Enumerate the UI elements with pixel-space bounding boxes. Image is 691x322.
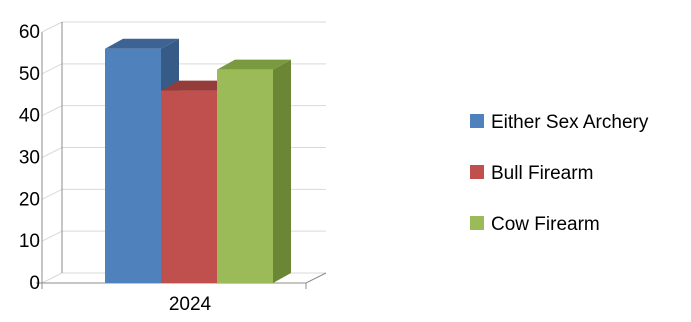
y-tick-label: 50 [19,64,40,85]
x-tick-label: 2024 [169,294,212,315]
bars [105,38,291,284]
bar-side [273,59,291,284]
legend-item: Bull Firearm [470,163,593,184]
legend-swatch [470,165,484,179]
legend-label: Bull Firearm [491,163,593,184]
bar-front [161,90,217,283]
legend: Either Sex Archery Bull Firearm Cow Firear… [470,112,649,235]
bar-top [217,59,291,70]
gridline-60 [41,21,326,33]
legend-item: Cow Firearm [470,214,600,235]
bar-cow-firearm [217,59,291,284]
legend-swatch [470,114,484,128]
legend-item: Either Sex Archery [470,112,649,133]
y-tick-label: 30 [19,148,40,169]
y-tick-label: 0 [29,273,40,294]
y-tick-label: 10 [19,231,40,252]
tick-labels: 0 10 20 30 40 50 60 2024 [19,22,212,315]
y-tick-label: 20 [19,189,40,210]
y-tick-label: 40 [19,106,40,127]
bar-top [161,80,235,91]
bar-front [217,69,273,284]
bar-front [105,48,161,283]
legend-swatch [470,216,484,230]
y-tick-label: 60 [19,22,40,43]
legend-label: Cow Firearm [491,214,600,235]
legend-label: Either Sex Archery [491,112,649,133]
bar-top [105,38,179,49]
